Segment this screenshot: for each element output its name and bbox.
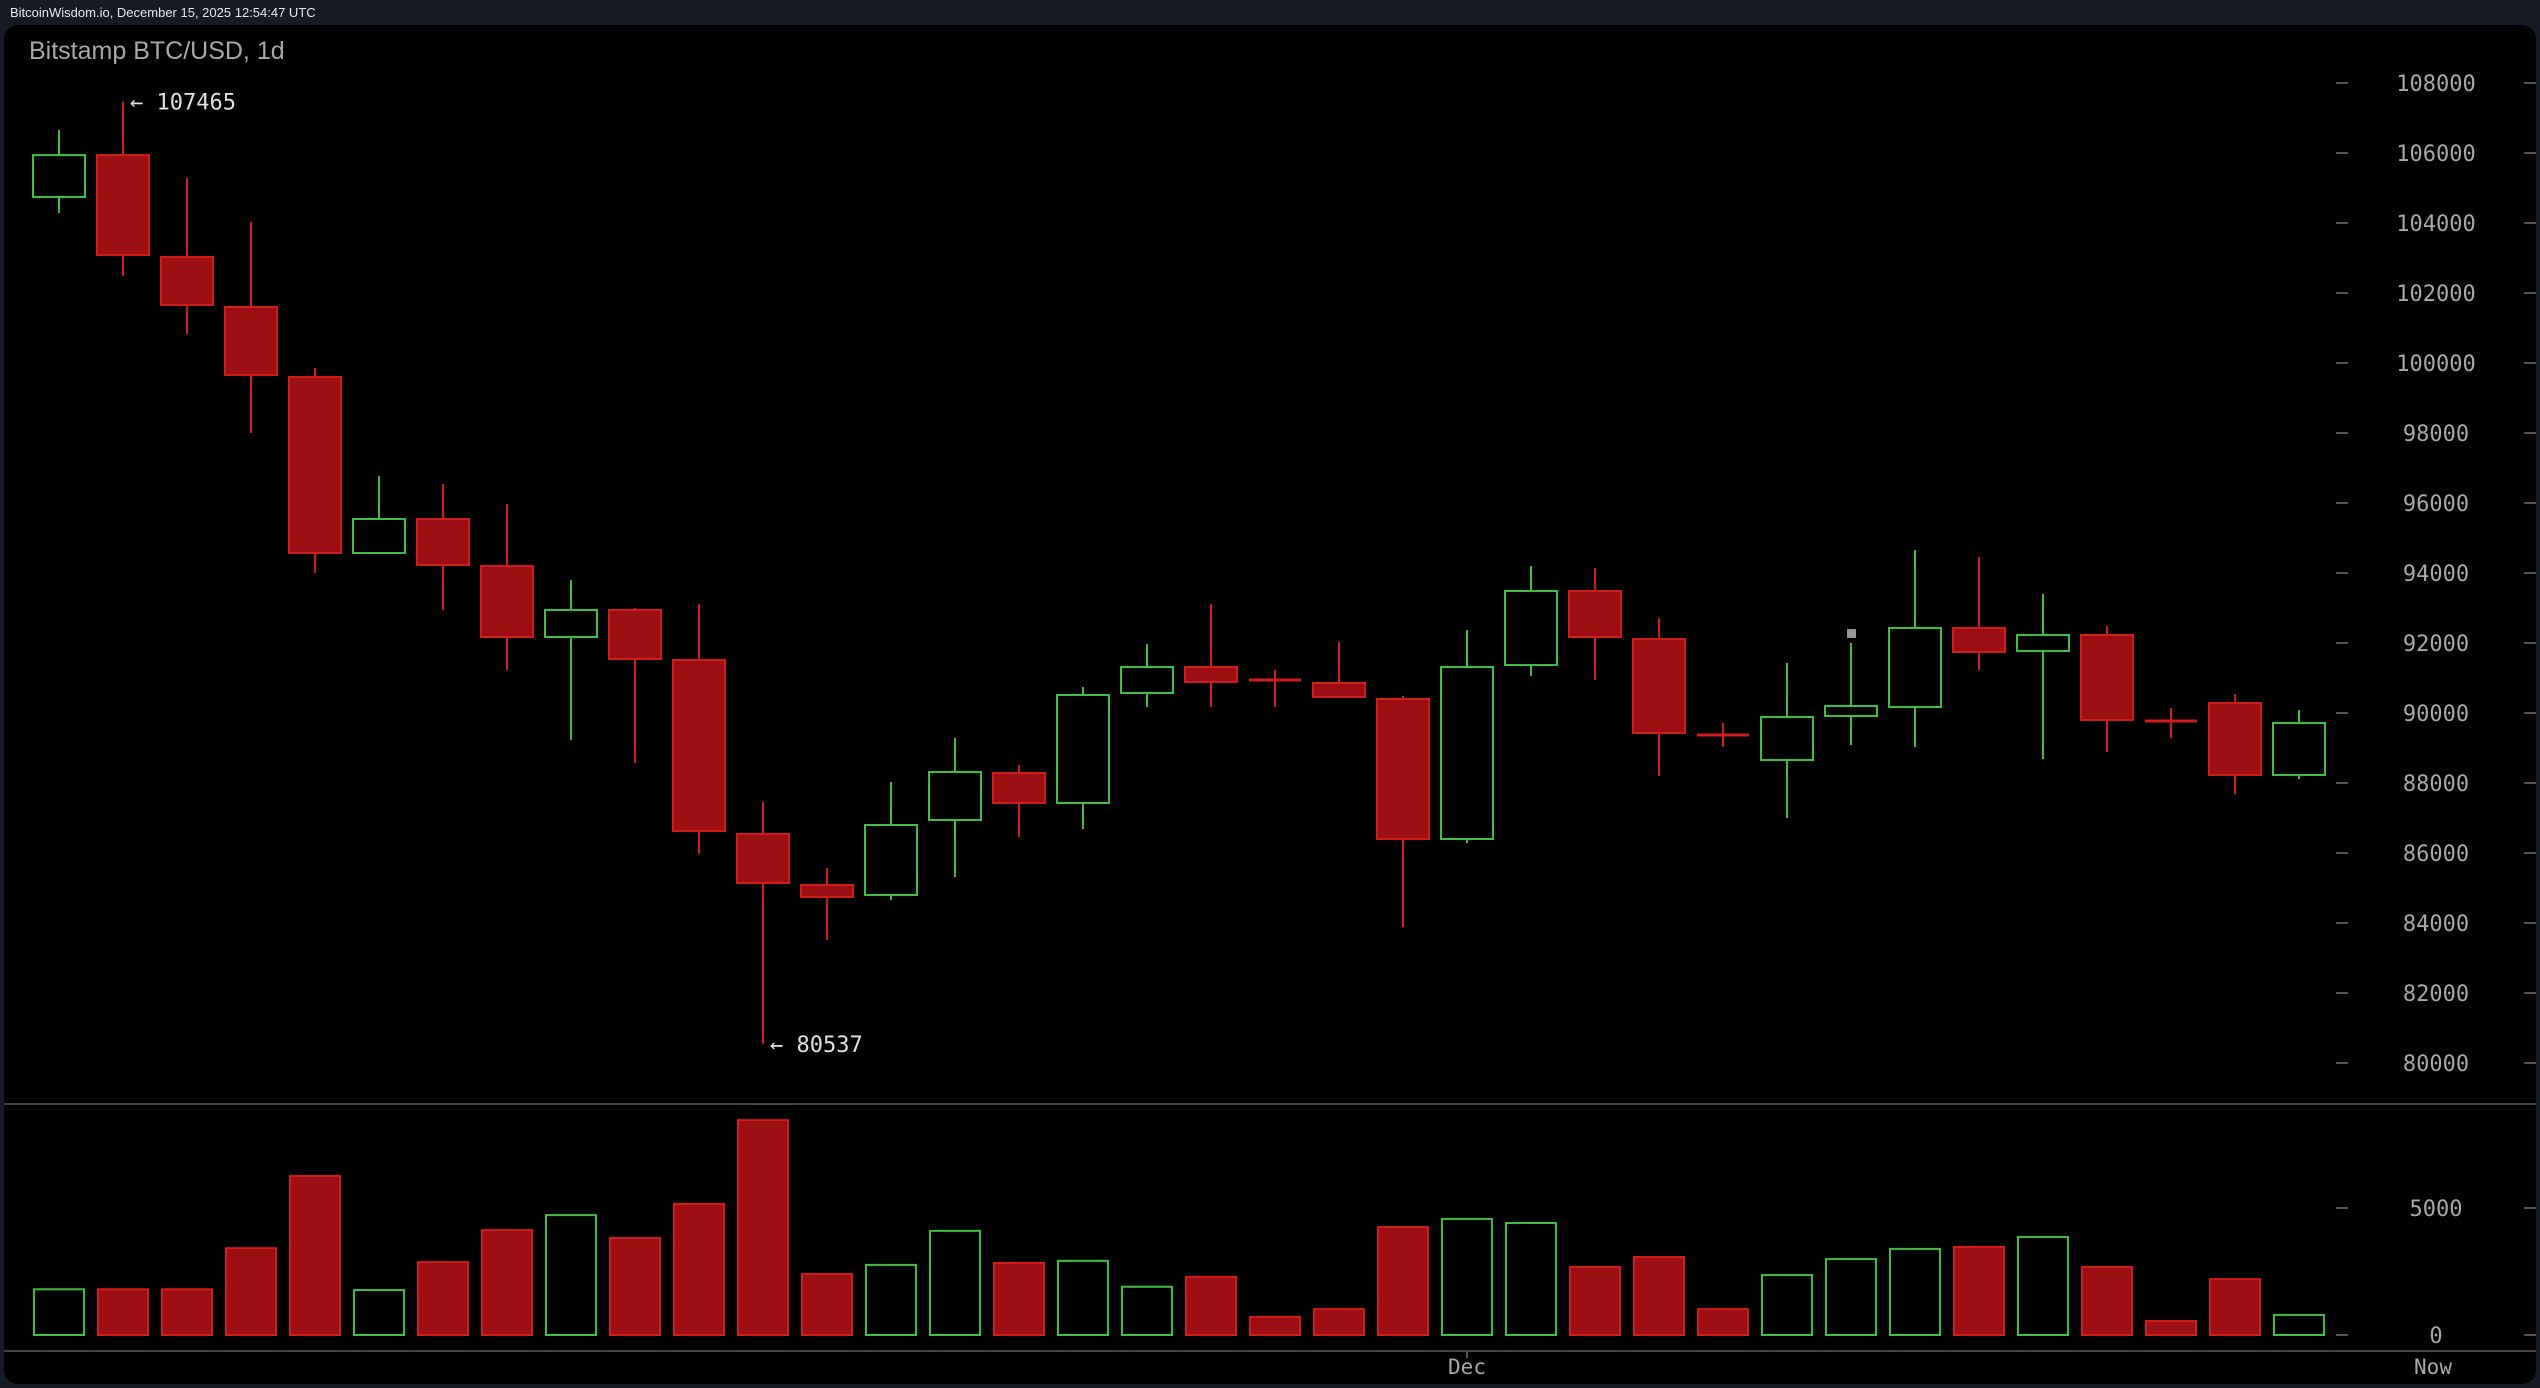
- cursor-marker-icon: [1847, 629, 1856, 638]
- price-tick-label: 88000: [2403, 772, 2469, 797]
- volume-bar-down: [673, 1202, 725, 1337]
- price-tick-label: 106000: [2396, 142, 2475, 167]
- volume-bar-up: [353, 1289, 405, 1336]
- candle-body-down: [480, 565, 534, 639]
- price-tick-label: 84000: [2403, 912, 2469, 937]
- candle-body-up: [1440, 666, 1494, 841]
- top-bar: BitcoinWisdom.io, December 15, 2025 12:5…: [0, 0, 2540, 25]
- volume-bar-up: [1441, 1217, 1493, 1336]
- volume-bar-down: [1313, 1308, 1365, 1337]
- candle-body-down: [672, 659, 726, 832]
- x-tick-label: Dec: [1448, 1355, 1486, 1379]
- volume-bar-down: [1377, 1226, 1429, 1337]
- candle-body-up: [1760, 715, 1814, 762]
- price-tick-label: 104000: [2396, 212, 2475, 237]
- candle-body-up: [864, 824, 918, 896]
- candle-body-up: [928, 771, 982, 821]
- volume-bar-up: [1825, 1258, 1877, 1336]
- candle-body-up: [32, 154, 86, 198]
- candle-body-down: [992, 771, 1046, 804]
- candle-body-up: [1824, 705, 1878, 718]
- volume-bar-down: [1633, 1256, 1685, 1336]
- volume-bar-up: [1505, 1221, 1557, 1336]
- candle-body-down: [2208, 701, 2262, 776]
- volume-tick-label: 0: [2429, 1324, 2442, 1349]
- volume-bar-down: [801, 1273, 853, 1337]
- volume-bar-down: [1953, 1245, 2005, 1337]
- candle-body-down: [1312, 682, 1366, 699]
- price-tick-label: 94000: [2403, 562, 2469, 587]
- price-tick-label: 80000: [2403, 1052, 2469, 1077]
- candle-body-down: [608, 608, 662, 660]
- candle-body-up: [2272, 722, 2326, 776]
- volume-bar-up: [1889, 1247, 1941, 1337]
- candle-body-down: [736, 832, 790, 884]
- price-tick-label: 82000: [2403, 982, 2469, 1007]
- volume-bar-down: [993, 1261, 1045, 1337]
- price-tick-label: 100000: [2396, 352, 2475, 377]
- candle-body-down: [1184, 666, 1238, 683]
- volume-bar-down: [417, 1261, 469, 1337]
- price-tick-label: 98000: [2403, 422, 2469, 447]
- candle-body-up: [352, 517, 406, 555]
- volume-bar-down: [609, 1236, 661, 1337]
- price-tick-label: 96000: [2403, 492, 2469, 517]
- candle-body-down: [224, 306, 278, 377]
- candle-body-down: [96, 154, 150, 256]
- volume-bar-down: [1569, 1265, 1621, 1336]
- volume-bar-up: [2017, 1235, 2069, 1337]
- candle-body-up: [1504, 589, 1558, 667]
- price-tick-label: 92000: [2403, 632, 2469, 657]
- volume-bar-down: [97, 1288, 149, 1337]
- volume-bar-down: [2145, 1320, 2197, 1337]
- volume-bar-up: [2273, 1313, 2325, 1336]
- source-timestamp: BitcoinWisdom.io, December 15, 2025 12:5…: [10, 5, 316, 20]
- candle-body-up: [1120, 666, 1174, 695]
- volume-bar-down: [1697, 1308, 1749, 1337]
- volume-tick-label: 5000: [2410, 1197, 2463, 1222]
- candle-body-down: [1952, 626, 2006, 653]
- volume-bar-up: [1121, 1285, 1173, 1336]
- volume-bar-down: [481, 1229, 533, 1337]
- price-tick-label: 86000: [2403, 842, 2469, 867]
- volume-bar-up: [545, 1214, 597, 1337]
- volume-bar-down: [2209, 1278, 2261, 1336]
- candle-body-down: [1376, 698, 1430, 840]
- volume-bar-down: [1185, 1275, 1237, 1336]
- candle-body-down: [288, 376, 342, 555]
- volume-bar-up: [1761, 1274, 1813, 1337]
- price-tick-label: 90000: [2403, 702, 2469, 727]
- volume-bar-down: [2081, 1265, 2133, 1336]
- price-extreme-annotation: ← 107465: [130, 91, 236, 116]
- volume-bar-down: [161, 1288, 213, 1337]
- volume-bar-up: [1057, 1259, 1109, 1337]
- candle-body-up: [544, 608, 598, 639]
- candle-body-up: [1888, 626, 1942, 709]
- volume-bar-down: [1249, 1315, 1301, 1336]
- price-extreme-annotation: ← 80537: [770, 1033, 863, 1058]
- volume-bar-down: [737, 1119, 789, 1336]
- candle-body-down: [800, 883, 854, 898]
- candle-body-down: [416, 517, 470, 566]
- price-tick-label: 108000: [2396, 72, 2475, 97]
- volume-bar-down: [225, 1247, 277, 1336]
- candle-body-down: [1568, 589, 1622, 639]
- volume-bar-down: [289, 1174, 341, 1336]
- candle-body-down: [1632, 638, 1686, 734]
- candle-body-down: [160, 255, 214, 307]
- price-tick-label: 102000: [2396, 282, 2475, 307]
- volume-bar-up: [865, 1263, 917, 1336]
- x-tick-label: Now: [2414, 1355, 2452, 1379]
- volume-bar-up: [929, 1229, 981, 1336]
- candle-body-up: [1056, 694, 1110, 804]
- candle-body-down: [2080, 633, 2134, 721]
- candle-body-up: [2016, 633, 2070, 653]
- volume-bar-up: [33, 1288, 85, 1337]
- chart-title: Bitstamp BTC/USD, 1d: [29, 37, 285, 65]
